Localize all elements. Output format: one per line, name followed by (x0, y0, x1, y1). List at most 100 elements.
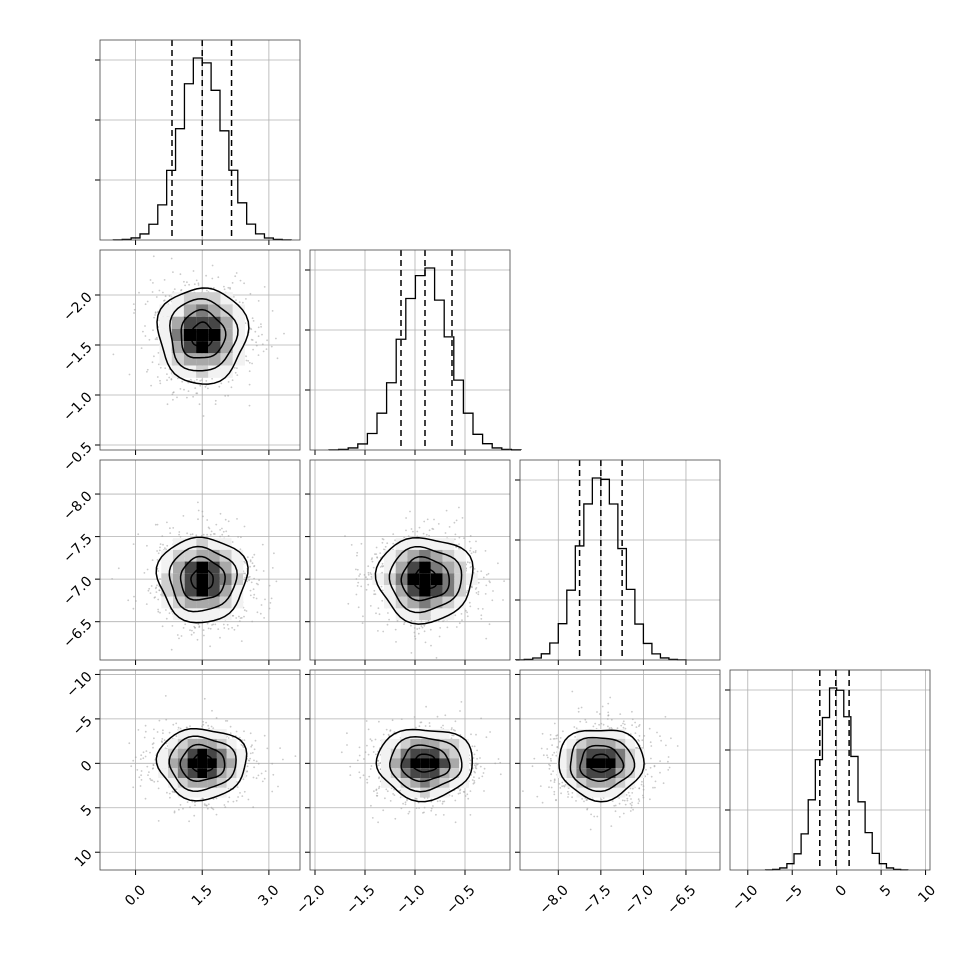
sample-point (184, 623, 187, 626)
sample-point (211, 264, 214, 267)
sample-point (444, 714, 447, 717)
sample-point (133, 308, 136, 311)
sample-point (227, 381, 230, 383)
sample-point (205, 380, 208, 382)
sample-point (135, 600, 137, 602)
sample-point (384, 545, 387, 548)
sample-point (382, 809, 385, 812)
sample-point (472, 551, 475, 553)
density-cell (208, 608, 220, 621)
sample-point (219, 535, 222, 538)
density-cell (232, 328, 245, 342)
sample-point (474, 551, 477, 554)
sample-point (157, 570, 160, 572)
sample-point (193, 283, 196, 286)
sample-point (227, 535, 230, 537)
sample-point (153, 316, 156, 319)
sample-point (484, 593, 487, 595)
sample-point (206, 533, 209, 536)
sample-point (374, 593, 377, 596)
sample-point (473, 568, 476, 570)
density-cell (183, 292, 197, 305)
sample-point (219, 529, 222, 531)
sample-point (488, 623, 491, 626)
sample-point (156, 559, 159, 561)
sample-point (195, 279, 198, 282)
density-cell (220, 328, 233, 342)
sample-point (485, 736, 488, 739)
sample-point (232, 614, 235, 617)
sample-point (147, 589, 150, 592)
sample-point (477, 593, 480, 596)
sample-point (430, 809, 433, 812)
sample-point (424, 641, 427, 644)
sample-point (487, 572, 490, 575)
sample-point (253, 593, 256, 596)
sample-point (137, 729, 140, 731)
sample-point (239, 279, 242, 282)
sample-point (206, 622, 209, 625)
density-cell (429, 748, 440, 759)
sample-point (140, 770, 143, 772)
sample-point (231, 626, 234, 629)
sample-point (382, 733, 385, 736)
sample-point (475, 733, 477, 736)
density-contour (190, 321, 215, 348)
sample-point (441, 802, 444, 805)
sample-point (369, 738, 372, 741)
sample-point (177, 377, 179, 380)
sample-point (153, 355, 155, 358)
sample-point (435, 813, 437, 816)
sample-point (148, 587, 151, 590)
sample-point (213, 287, 215, 289)
sample-point (212, 727, 215, 729)
sample-point (138, 291, 140, 294)
sample-point (261, 780, 264, 783)
sample-point (272, 773, 275, 776)
sample-point (465, 609, 467, 612)
sample-point (365, 588, 368, 591)
sample-point (386, 790, 389, 793)
sample-point (466, 615, 469, 618)
sample-point (197, 623, 200, 626)
sample-point (251, 362, 254, 365)
sample-point (157, 552, 160, 555)
sample-point (476, 757, 478, 760)
sample-point (455, 626, 458, 628)
sample-point (128, 373, 131, 376)
sample-point (146, 568, 149, 571)
sample-point (358, 771, 361, 774)
sample-point (243, 730, 245, 733)
sample-point (152, 255, 155, 258)
sample-point (252, 596, 255, 599)
sample-point (407, 535, 410, 537)
sample-point (630, 806, 633, 809)
density-cell (159, 304, 172, 317)
sample-point (356, 551, 359, 554)
sample-point (428, 722, 431, 724)
density-cell (171, 304, 184, 317)
sample-point (406, 799, 408, 802)
sample-point (356, 759, 359, 762)
sample-point (366, 744, 368, 747)
sample-point (437, 523, 440, 525)
sample-point (233, 367, 236, 369)
sample-point (206, 807, 209, 810)
density-cell (395, 549, 408, 562)
axes-frame (99, 249, 301, 451)
sample-point (469, 547, 472, 549)
sample-point (442, 800, 444, 803)
sample-point (436, 715, 439, 718)
sample-point (152, 329, 154, 332)
sample-point (454, 720, 457, 723)
sample-point (359, 776, 362, 779)
density-cell (196, 328, 209, 342)
sample-point (242, 746, 245, 749)
sample-point (420, 721, 423, 724)
sample-point (137, 533, 140, 536)
sample-point (400, 807, 403, 810)
sample-point (156, 523, 159, 526)
sample-point (256, 611, 259, 614)
sample-point (211, 377, 214, 380)
sample-point (469, 549, 471, 552)
